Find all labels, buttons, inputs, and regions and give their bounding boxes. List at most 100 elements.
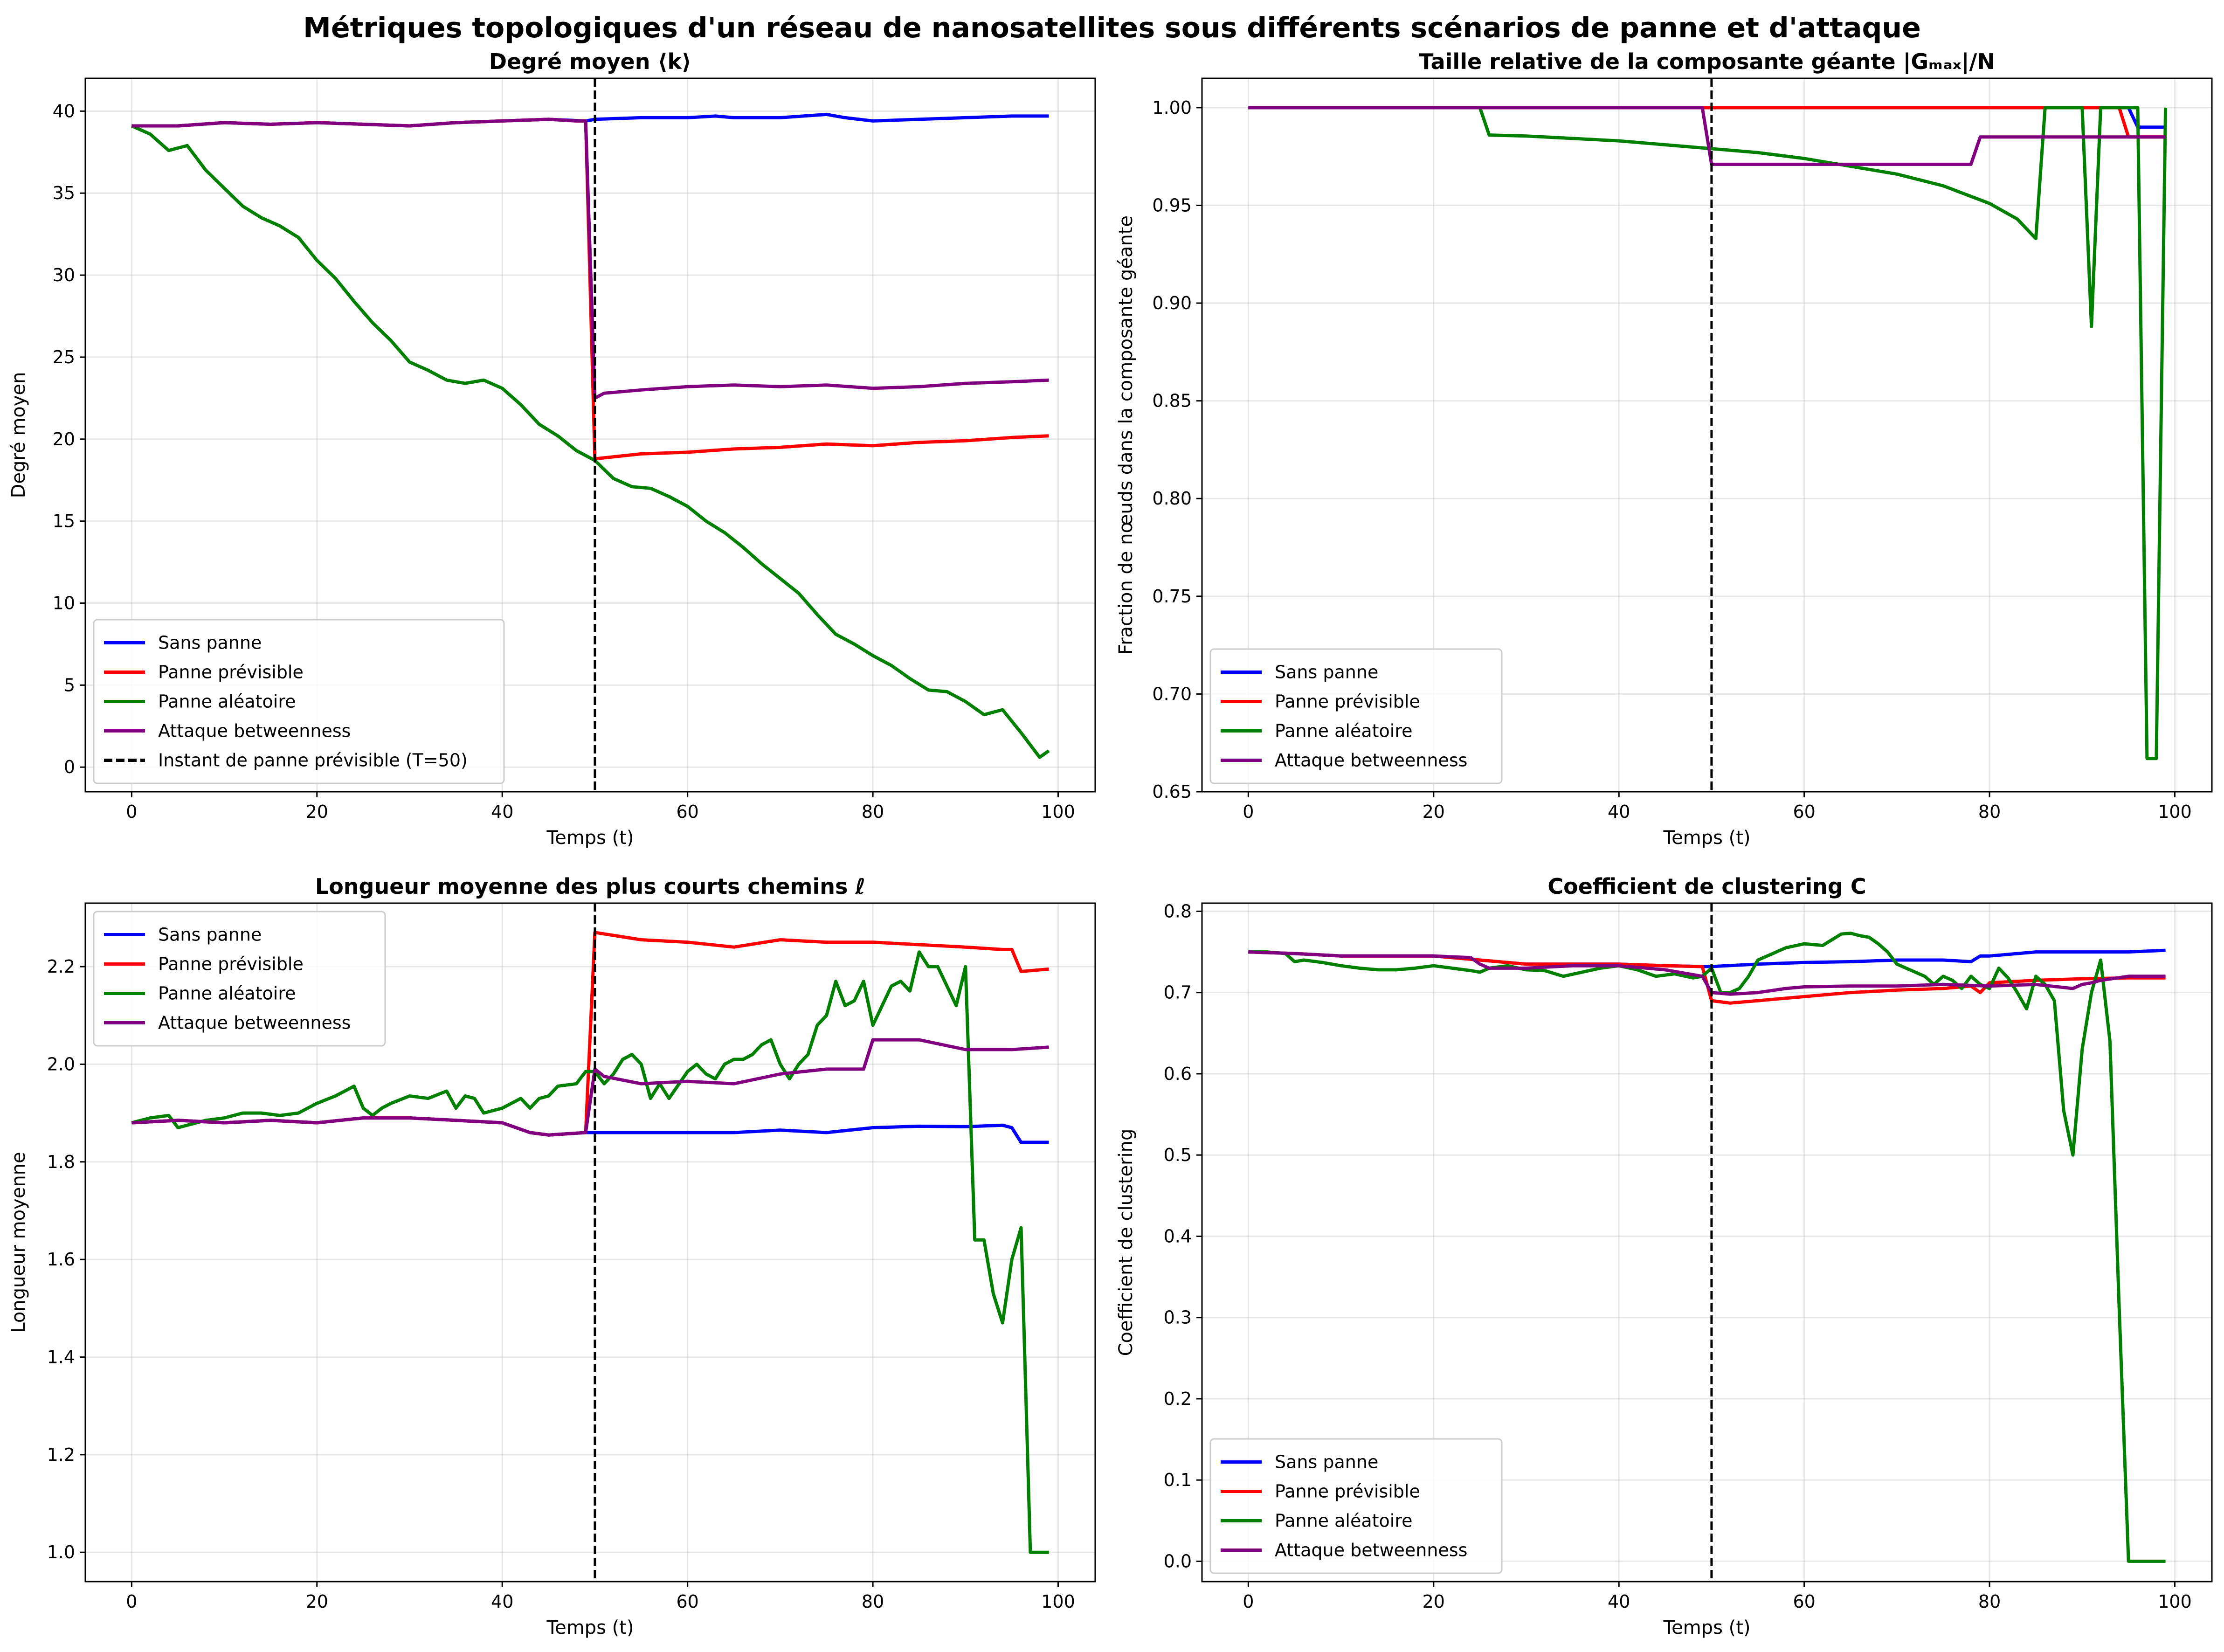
y-tick-label: 0.80 [1152,488,1192,509]
y-tick-label: 0.6 [1164,1064,1192,1084]
axes-frame [1201,902,2213,1583]
x-axis-label: Temps (t) [1663,827,1750,849]
y-tick-label: 5 [64,675,75,695]
y-axis-label: Longueur moyenne [8,1152,29,1333]
legend-label: Panne prévisible [1275,1481,1420,1502]
y-tick-label: 1.8 [47,1152,75,1172]
y-tick-label: 0.8 [1164,901,1192,921]
panel-title: Coefficient de clustering C [1547,874,1866,899]
legend-label: Sans panne [1275,1452,1378,1472]
x-tick-label: 60 [676,1591,698,1612]
panel-title: Taille relative de la composante géante … [1419,49,1995,75]
legend: Sans panne Panne prévisible Panne aléatoir… [93,911,386,1047]
y-tick-label: 0.5 [1164,1145,1192,1165]
x-tick-label: 0 [1243,1591,1254,1612]
axes-frame [1201,77,2213,793]
axes-frame [84,77,1096,793]
series-lines [1248,932,2166,1563]
y-axis-label: Coefficient de clustering [1115,1129,1137,1356]
y-tick-label: 0.70 [1152,684,1192,704]
y-tick-label: 0.75 [1152,586,1192,607]
y-tick-label: 25 [53,347,75,367]
legend-label: Panne aléatoire [158,983,296,1004]
legend-label: Attaque betweenness [1275,750,1467,771]
x-tick-label: 80 [1978,802,2001,822]
y-tick-label: 0.85 [1152,391,1192,411]
y-tick-label: 1.0 [47,1542,75,1562]
legend-label: Panne aléatoire [1275,1511,1413,1531]
panel-taille-composante-geante: 0 20 40 60 80 100 0.65 0.70 0.75 0.80 0.85 0.90 0.95… [1115,49,2213,849]
legend: Sans panne Panne prévisible Panne aléatoir… [1209,1438,1503,1574]
legend-label: Attaque betweenness [158,1013,351,1033]
y-tick-label: 0.2 [1164,1389,1192,1409]
legend-box [1209,1438,1503,1574]
y-tick-label: 0.7 [1164,982,1192,1003]
y-tick-label: 0.95 [1152,195,1192,215]
series-line-attaque-betweenness [1248,950,2166,996]
y-axis-label: Degré moyen [8,372,29,498]
y-tick-label: 1.4 [47,1347,75,1367]
series-line-panne-aleatoire [1248,932,2166,1563]
y-tick-label: 10 [53,593,75,614]
panel-degre-moyen: 0 20 40 60 80 100 0 5 10 15 20 25 30 35 40 Degré moyen … [8,49,1096,849]
panel-title: Degré moyen ⟨k⟩ [489,49,691,74]
x-axis-label: Temps (t) [1663,1617,1750,1638]
legend: Sans panne Panne prévisible Panne aléatoir… [93,619,505,784]
legend-label: Panne aléatoire [1275,721,1413,741]
x-tick-label: 0 [126,802,137,822]
legend-box [93,619,505,784]
panel-title: Longueur moyenne des plus courts chemins… [315,874,865,899]
y-tick-label: 0.1 [1164,1470,1192,1490]
x-tick-label: 100 [1041,802,1075,822]
legend-label: Panne prévisible [1275,691,1420,712]
x-tick-label: 40 [1608,1591,1630,1612]
legend-label: Sans panne [158,633,262,653]
legend-label: Sans panne [1275,662,1378,683]
y-tick-label: 0.90 [1152,293,1192,313]
y-tick-label: 2.2 [47,956,75,977]
panel-longueur-moyenne-chemins: 0 20 40 60 80 100 1.0 1.2 1.4 1.6 1.8 2.0 2.2 Longueu… [8,874,1096,1638]
x-tick-label: 20 [1423,1591,1445,1612]
x-axis-label: Temps (t) [546,827,634,849]
legend-box [1209,648,1503,784]
x-tick-label: 100 [2158,802,2192,822]
x-axis-label: Temps (t) [546,1617,634,1638]
x-tick-label: 60 [676,802,698,822]
legend-label: Panne prévisible [158,954,304,975]
y-tick-label: 0.0 [1164,1551,1192,1571]
x-tick-label: 20 [1423,802,1445,822]
y-axis-label: Fraction de nœuds dans la composante géa… [1115,215,1137,655]
x-tick-label: 80 [862,802,884,822]
y-tick-label: 35 [53,183,75,203]
series-line-panne-aleatoire [1248,106,2168,760]
y-tick-label: 40 [53,101,75,121]
figure-suptitle: Métriques topologiques d'un réseau de na… [303,12,1921,44]
legend-label: Attaque betweenness [158,721,351,741]
x-tick-label: 60 [1793,1591,1815,1612]
x-tick-label: 40 [491,802,513,822]
axes-frame [84,902,1096,1583]
y-tick-label: 0 [64,757,75,777]
panel-coefficient-clustering: 0 20 40 60 80 100 0.0 0.1 0.2 0.3 0.4 0.5 0.6 0.7 0.8 C… [1115,874,2213,1638]
legend: Sans panne Panne prévisible Panne aléatoir… [1209,648,1503,784]
y-tick-label: 20 [53,429,75,449]
x-tick-label: 0 [126,1591,137,1612]
x-tick-label: 40 [1608,802,1630,822]
series-line-panne-aleatoire [131,950,1049,1554]
x-tick-label: 100 [2158,1591,2192,1612]
y-tick-label: 1.00 [1152,97,1192,118]
y-tick-label: 1.6 [47,1249,75,1270]
series-lines [1248,106,2168,760]
x-tick-label: 60 [1793,802,1815,822]
series-line-attaque-betweenness [1248,106,2166,166]
x-tick-label: 20 [306,802,328,822]
y-tick-label: 0.65 [1152,781,1192,802]
x-tick-label: 80 [862,1591,884,1612]
legend-box [93,911,386,1047]
series-line-attaque-betweenness [131,118,1049,400]
y-tick-label: 1.2 [47,1445,75,1465]
legend-label: Attaque betweenness [1275,1540,1467,1561]
legend-label: Panne aléatoire [158,691,296,712]
